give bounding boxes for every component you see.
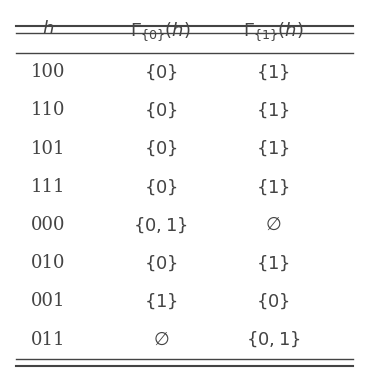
Text: $\{1\}$: $\{1\}$ bbox=[256, 139, 290, 158]
Text: 101: 101 bbox=[31, 139, 66, 158]
Text: $\{0\}$: $\{0\}$ bbox=[144, 253, 178, 273]
Text: $\Gamma_{\{1\}}(h)$: $\Gamma_{\{1\}}(h)$ bbox=[243, 20, 303, 43]
Text: $\{1\}$: $\{1\}$ bbox=[144, 292, 178, 311]
Text: 001: 001 bbox=[31, 293, 66, 310]
Text: $\{0\}$: $\{0\}$ bbox=[144, 101, 178, 120]
Text: 000: 000 bbox=[31, 216, 66, 234]
Text: $\{0\}$: $\{0\}$ bbox=[256, 292, 290, 311]
Text: $\{1\}$: $\{1\}$ bbox=[256, 62, 290, 82]
Text: $\Gamma_{\{0\}}(h)$: $\Gamma_{\{0\}}(h)$ bbox=[130, 20, 191, 43]
Text: $\{0\}$: $\{0\}$ bbox=[144, 139, 178, 158]
Text: 011: 011 bbox=[31, 331, 66, 349]
Text: $\emptyset$: $\emptyset$ bbox=[153, 331, 169, 349]
Text: $\{1\}$: $\{1\}$ bbox=[256, 101, 290, 120]
Text: 110: 110 bbox=[31, 101, 66, 120]
Text: 100: 100 bbox=[31, 63, 66, 81]
Text: $\{1\}$: $\{1\}$ bbox=[256, 177, 290, 196]
Text: $\{0, 1\}$: $\{0, 1\}$ bbox=[246, 330, 300, 349]
Text: $\emptyset$: $\emptyset$ bbox=[265, 216, 281, 234]
Text: $h$: $h$ bbox=[42, 20, 55, 38]
Text: 010: 010 bbox=[31, 254, 66, 272]
Text: $\{0\}$: $\{0\}$ bbox=[144, 62, 178, 82]
Text: $\{0\}$: $\{0\}$ bbox=[144, 177, 178, 196]
Text: $\{1\}$: $\{1\}$ bbox=[256, 253, 290, 273]
Text: $\{0, 1\}$: $\{0, 1\}$ bbox=[134, 215, 188, 235]
Text: 111: 111 bbox=[31, 178, 66, 196]
